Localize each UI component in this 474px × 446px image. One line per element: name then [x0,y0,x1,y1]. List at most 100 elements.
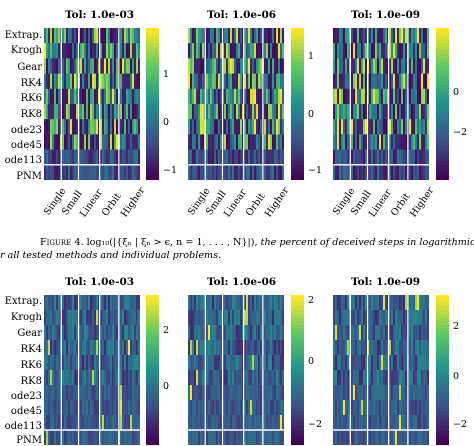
heatmap-cell [66,325,69,341]
heatmap-cell [385,58,388,74]
heatmap-cell [423,415,426,431]
heatmap-cell [343,430,346,445]
heatmap-cell [212,355,215,371]
heatmap-cell [82,88,85,105]
heatmap-cell [74,28,77,44]
colorbar-segment [436,172,449,177]
top-heatmap-1 [44,28,140,180]
heatmap-cell [282,430,284,445]
colorbar-segment [291,313,304,318]
heatmap-cell [92,355,95,371]
heatmap-cell [202,295,205,311]
heatmap-cell [343,400,346,416]
heatmap-cell [202,340,205,356]
heatmap-cell [268,295,271,311]
heatmap-cell [56,295,59,311]
heatmap-cell [134,355,137,371]
colorbar-segment [146,107,159,113]
heatmap-cell [230,88,233,105]
heatmap-cell [236,295,239,311]
heatmap-cell [90,119,93,135]
heatmap-cell [248,415,251,431]
heatmap-cell [393,415,396,431]
heatmap-cell [280,400,283,416]
heatmap-cell [264,149,267,166]
heatmap-cell [252,295,255,311]
heatmap-cell [427,149,429,166]
heatmap-cell [90,73,93,90]
heatmap-cell [383,104,386,120]
heatmap-cell [389,325,392,341]
heatmap-cell [252,119,255,135]
heatmap-cell [62,149,65,166]
heatmap-cell [82,43,85,59]
heatmap-cell [194,73,197,90]
heatmap-cell [248,295,251,311]
heatmap-cell [397,58,400,74]
heatmap-cell [246,149,249,166]
heatmap-cell [58,134,61,150]
heatmap-cell [112,134,115,150]
heatmap-cell [188,385,191,401]
heatmap-cell [74,164,77,180]
heatmap-cell [106,370,109,386]
heatmap-cell [188,119,191,135]
heatmap-cell [84,58,87,74]
caption-prefix: Figure 4. [40,237,84,248]
heatmap-cell [347,119,350,135]
heatmap-cell [138,415,140,431]
heatmap-cell [96,370,99,386]
heatmap-cell [194,58,197,74]
heatmap-cell [399,28,402,44]
heatmap-cell [44,164,47,180]
heatmap-cell [274,104,277,120]
heatmap-cell [369,164,372,180]
heatmap-cell [248,430,251,445]
heatmap-cell [108,370,111,386]
heatmap-cell [114,295,117,311]
heatmap-cell [106,385,109,401]
colorbar-segment [436,149,449,154]
heatmap-cell [248,88,251,105]
heatmap-cell [274,88,277,105]
heatmap-cell [48,43,51,59]
heatmap-cell [92,340,95,356]
heatmap-cell [216,295,219,311]
heatmap-cell [238,415,241,431]
heatmap-cell [108,28,111,44]
heatmap-cell [84,88,87,105]
heatmap-cell [214,385,217,401]
heatmap-cell [222,73,225,90]
heatmap-cell [124,400,127,416]
colorbar-segment [146,325,159,330]
heatmap-cell [244,370,247,386]
heatmap-cell [58,104,61,120]
heatmap-cell [377,400,380,416]
heatmap-cell [102,325,105,341]
heatmap-cell [58,73,61,90]
heatmap-cell [126,340,129,356]
heatmap-cell [395,310,398,326]
heatmap-cell [82,119,85,135]
heatmap-cell [343,355,346,371]
heatmap-cell [188,370,191,386]
heatmap-cell [122,295,125,311]
heatmap-cell [48,355,51,371]
heatmap-cell [68,119,71,135]
heatmap-cell [278,43,281,59]
heatmap-cell [258,164,261,180]
heatmap-cell [80,430,83,445]
heatmap-cell [220,415,223,431]
heatmap-cell [238,164,241,180]
heatmap-cell [252,164,255,180]
heatmap-cell [375,104,378,120]
heatmap-cell [138,28,140,44]
heatmap-cell [64,119,67,135]
heatmap-cell [104,134,107,150]
heatmap-cell [216,164,219,180]
heatmap-cell [339,385,342,401]
heatmap-cell [339,28,342,44]
heatmap-cell [359,325,362,341]
heatmap-cell [345,340,348,356]
heatmap-cell [116,325,119,341]
